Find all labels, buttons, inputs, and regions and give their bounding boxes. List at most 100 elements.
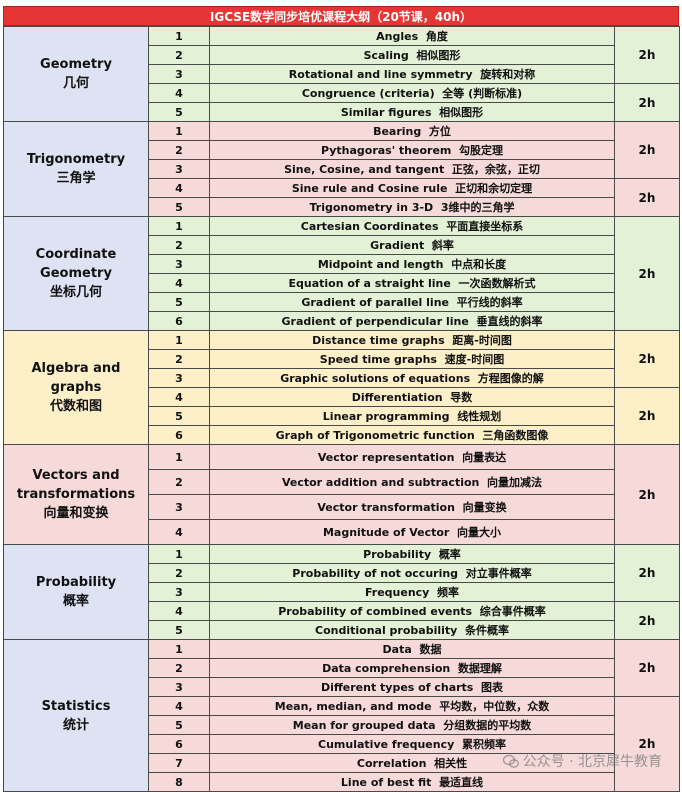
table-row: 2 Scaling 相似图形	[4, 45, 680, 65]
lesson-topic: Gradient of perpendicular line 垂直线的斜率	[209, 311, 615, 331]
lesson-topic: Data 数据	[209, 639, 615, 659]
hours-cell: 2h	[614, 639, 680, 697]
lesson-topic: Correlation 相关性	[209, 753, 615, 773]
topic-en: Probability of not occuring	[292, 567, 459, 580]
lesson-number: 2	[148, 563, 210, 583]
topic-en: Differentiation	[351, 391, 443, 404]
table-row: 5 Similar figures 相似图形	[4, 102, 680, 122]
table-row: Vectors and transformations 向量和变换 1 Vector …	[3, 444, 680, 545]
topic-cn: 分组数据的平均数	[443, 719, 532, 732]
section-name-cn: 统计	[62, 717, 89, 733]
section-name-cell: Vectors and transformations 向量和变换	[3, 444, 149, 545]
topic-en: Pythagoras' theorem	[320, 144, 452, 157]
hours-cell: 2h	[614, 216, 680, 331]
topic-en: Angles	[376, 30, 419, 43]
lesson-number: 6	[148, 734, 210, 754]
table-row: 3 Different types of charts 图表	[4, 677, 680, 697]
hours-cell: 2h	[614, 696, 680, 792]
topic-cn: 数据理解	[457, 662, 502, 675]
lesson-topic: Sine, Cosine, and tangent 正弦，余弦，正切	[209, 159, 615, 179]
topic-cn: 最适直线	[439, 776, 484, 789]
hours-cell: 2h	[614, 121, 680, 179]
topic-en: Graph of Trigonometric function	[275, 429, 475, 442]
topic-en: Bearing	[373, 125, 422, 138]
topic-en: Vector addition and subtraction	[281, 476, 480, 489]
syllabus: IGCSE数学同步培优课程大纲（20节课，40h） Geometry 几何 1 Ang…	[3, 6, 680, 792]
topic-cn: 垂直线的斜率	[476, 315, 543, 328]
lesson-topic: Similar figures 相似图形	[209, 102, 615, 122]
lesson-number: 4	[148, 83, 210, 103]
table-row: 8 Line of best fit 最适直线	[4, 772, 680, 792]
lesson-number: 5	[148, 102, 210, 122]
lesson-number: 2	[148, 235, 210, 255]
lesson-number: 6	[148, 311, 210, 331]
table-row: 4 Probability of combined events 综合事件概率 2h	[4, 601, 680, 640]
table-row: 3 Rotational and line symmetry 旋转和对称	[4, 64, 680, 84]
topic-cn: 条件概率	[464, 624, 509, 637]
hours-cell: 2h	[614, 330, 680, 388]
topic-cn: 累积频率	[461, 738, 506, 751]
section-name-en: Vectors and transformations	[16, 468, 136, 502]
lesson-topic: Mean, median, and mode 平均数，中位数，众数	[209, 696, 615, 716]
topic-en: Rotational and line symmetry	[288, 68, 473, 81]
lesson-topic: Congruence (criteria) 全等 (判断标准)	[209, 83, 615, 103]
topic-cn: 数据	[419, 643, 442, 656]
topic-cn: 三角函数图像	[482, 429, 549, 442]
table-row: 6 Graph of Trigonometric function 三角函数图像	[4, 425, 680, 445]
topic-en: Speed time graphs	[319, 353, 437, 366]
topic-cn: 平行线的斜率	[456, 296, 523, 309]
topic-en: Linear programming	[322, 410, 450, 423]
lesson-number: 4	[148, 519, 210, 545]
table-row: 3 Frequency 频率	[4, 582, 680, 602]
lesson-number: 1	[148, 330, 210, 350]
lesson-number: 1	[148, 26, 210, 46]
table-row: 2 Data comprehension 数据理解	[4, 658, 680, 678]
topic-cn: 3维中的三角学	[440, 201, 515, 214]
lesson-number: 1	[148, 216, 210, 236]
section-name-cell: Coordinate Geometry 坐标几何	[3, 216, 149, 331]
lesson-topic: Bearing 方位	[209, 121, 615, 141]
lesson-number: 2	[148, 658, 210, 678]
table-row: 3 Sine, Cosine, and tangent 正弦，余弦，正切	[4, 159, 680, 179]
hours-cell: 2h	[614, 178, 680, 217]
table-row: 4 Magnitude of Vector 向量大小	[4, 519, 680, 545]
lesson-number: 4	[148, 601, 210, 621]
topic-en: Frequency	[364, 586, 430, 599]
lesson-number: 3	[148, 582, 210, 602]
table-row: Geometry 几何 1 Angles 角度 2h	[3, 26, 680, 122]
topic-cn: 勾股定理	[459, 144, 504, 157]
lesson-number: 2	[148, 349, 210, 369]
lesson-number: 2	[148, 140, 210, 160]
lesson-topic: Speed time graphs 速度-时间图	[209, 349, 615, 369]
topic-cn: 全等 (判断标准)	[442, 87, 523, 100]
lesson-topic: Probability of not occuring 对立事件概率	[209, 563, 615, 583]
topic-en: Trigonometry in 3-D	[309, 201, 434, 214]
topic-en: Correlation	[356, 757, 427, 770]
topic-cn: 中点和长度	[451, 258, 507, 271]
table-row: Algebra and graphs 代数和图 1 Distance time gra…	[3, 330, 680, 445]
lesson-number: 4	[148, 696, 210, 716]
topic-en: Distance time graphs	[312, 334, 445, 347]
hours-cell: 2h	[614, 387, 680, 445]
topic-en: Different types of charts	[320, 681, 474, 694]
hours-cell: 2h	[614, 601, 680, 640]
section-name-cell: Probability 概率	[3, 544, 149, 640]
topic-cn: 线性规划	[457, 410, 502, 423]
lesson-topic: Conditional probability 条件概率	[209, 620, 615, 640]
lesson-topic: Differentiation 导数	[209, 387, 615, 407]
lesson-topic: Mean for grouped data 分组数据的平均数	[209, 715, 615, 735]
lesson-topic: Scaling 相似图形	[209, 45, 615, 65]
topic-cn: 对立事件概率	[465, 567, 532, 580]
topic-en: Data	[382, 643, 412, 656]
section-name-cell: Trigonometry 三角学	[3, 121, 149, 217]
table-row: 6 Cumulative frequency 累积频率	[4, 734, 680, 754]
lesson-topic: Probability 概率	[209, 544, 615, 564]
topic-en: Vector transformation	[317, 501, 455, 514]
topic-cn: 向量变换	[462, 501, 507, 514]
lesson-number: 5	[148, 620, 210, 640]
lesson-topic: Linear programming 线性规划	[209, 406, 615, 426]
topic-en: Similar figures	[340, 106, 432, 119]
table-row: 3 Midpoint and length 中点和长度	[4, 254, 680, 274]
table-row: Probability 概率 1 Probability 概率 2h	[3, 544, 680, 640]
topic-en: Congruence (criteria)	[301, 87, 435, 100]
